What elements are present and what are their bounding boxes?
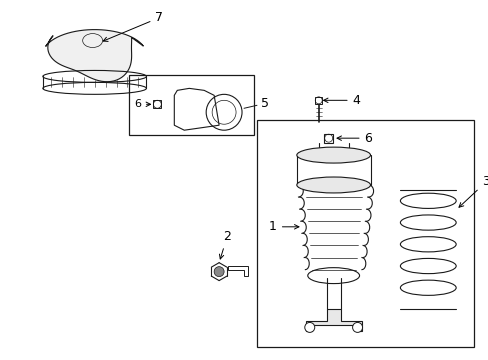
Bar	[257, 120, 473, 347]
Circle shape	[214, 267, 224, 276]
Text: 2: 2	[219, 230, 230, 259]
Ellipse shape	[296, 147, 370, 163]
Bar	[129, 75, 253, 135]
Circle shape	[352, 323, 362, 332]
Polygon shape	[305, 310, 361, 332]
Text: 7: 7	[103, 11, 163, 41]
Polygon shape	[46, 30, 143, 82]
Text: 4: 4	[323, 94, 360, 107]
Bar	[315, 97, 322, 104]
Circle shape	[304, 323, 314, 332]
Bar	[324, 134, 332, 143]
Text: 6: 6	[336, 132, 372, 145]
Text: 3: 3	[458, 175, 488, 207]
Ellipse shape	[296, 177, 370, 193]
Text: 1: 1	[268, 220, 298, 233]
Bar	[153, 100, 161, 108]
Text: 5: 5	[261, 97, 268, 110]
Text: 6: 6	[134, 99, 150, 109]
